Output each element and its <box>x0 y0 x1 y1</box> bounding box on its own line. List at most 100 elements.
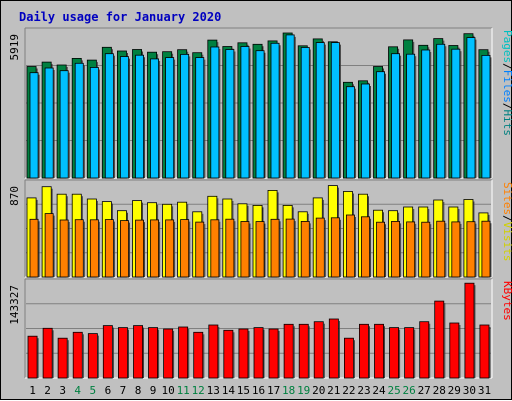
bar-files <box>255 50 265 179</box>
x-tick-label: 3 <box>59 384 66 397</box>
x-tick-label: 27 <box>418 384 431 397</box>
bar-sites <box>360 216 370 278</box>
y-max-label: 143327 <box>8 285 21 325</box>
bar-kbytes <box>27 335 38 379</box>
bar-files <box>195 57 205 179</box>
bar-sites <box>270 218 280 278</box>
bar-kbytes <box>253 327 264 379</box>
x-tick-label: 24 <box>372 384 386 397</box>
bar-files <box>270 42 280 179</box>
x-tick-label: 1 <box>29 384 36 397</box>
bar-kbytes <box>268 328 279 379</box>
chart-title: Daily usage for January 2020 <box>19 10 221 24</box>
x-tick-label: 11 <box>177 384 190 397</box>
bar-kbytes <box>223 329 234 379</box>
bar-sites <box>195 221 205 278</box>
bar-sites <box>376 221 386 278</box>
bar-kbytes <box>479 324 490 379</box>
bar-sites <box>29 218 39 278</box>
bar-kbytes <box>163 328 174 379</box>
bar-sites <box>180 219 190 278</box>
bar-files <box>135 54 145 179</box>
x-tick-label: 26 <box>402 384 415 397</box>
bar-sites <box>481 220 491 278</box>
bar-kbytes <box>389 327 400 379</box>
bar-kbytes <box>283 323 294 379</box>
bar-files <box>391 53 401 179</box>
bar-sites <box>104 219 114 278</box>
bar-files <box>180 54 190 179</box>
x-tick-label: 15 <box>237 384 250 397</box>
x-tick-label: 25 <box>387 384 400 397</box>
x-tick-label: 10 <box>161 384 174 397</box>
bar-sites <box>150 219 160 278</box>
bar-sites <box>74 219 84 278</box>
bar-sites <box>135 219 145 278</box>
bar-sites <box>240 221 250 278</box>
bar-files <box>376 71 386 179</box>
bar-files <box>481 55 491 179</box>
x-tick-label: 9 <box>150 384 157 397</box>
bar-kbytes <box>72 331 83 379</box>
bar-files <box>104 53 114 179</box>
series-label-part: Files <box>501 70 512 103</box>
series-label-part: Pages <box>501 30 512 63</box>
series-label-part: Visits <box>501 222 512 262</box>
bar-sites <box>225 218 235 278</box>
x-tick-label: 17 <box>267 384 280 397</box>
x-tick-label: 21 <box>327 384 340 397</box>
bar-kbytes <box>57 337 68 379</box>
bar-sites <box>391 220 401 278</box>
x-tick-label: 18 <box>282 384 295 397</box>
x-tick-label: 20 <box>312 384 325 397</box>
bar-kbytes <box>118 327 128 379</box>
x-tick-label: 31 <box>478 384 491 397</box>
bar-kbytes <box>178 326 189 379</box>
series-label: KBytes <box>501 281 512 321</box>
bar-kbytes <box>208 324 219 379</box>
bar-sites <box>59 219 69 278</box>
bar-sites <box>406 221 416 278</box>
x-tick-label: 13 <box>207 384 220 397</box>
bar-kbytes <box>419 321 430 379</box>
bar-kbytes <box>374 323 385 379</box>
bar-sites <box>345 214 355 278</box>
bar-kbytes <box>313 321 324 379</box>
bar-kbytes <box>328 318 339 379</box>
bar-files <box>89 67 99 179</box>
bar-files <box>29 72 39 179</box>
x-tick-label: 16 <box>252 384 265 397</box>
series-label: Sites/Visits <box>501 182 512 262</box>
x-tick-label: 6 <box>105 384 112 397</box>
x-tick-label: 14 <box>222 384 236 397</box>
bar-files <box>210 46 220 179</box>
x-tick-label: 8 <box>135 384 142 397</box>
series-label-part: KBytes <box>501 281 512 321</box>
bar-kbytes <box>434 300 445 379</box>
x-tick-label: 28 <box>433 384 446 397</box>
bar-files <box>436 43 446 179</box>
bar-sites <box>451 221 461 278</box>
x-tick-label: 12 <box>192 384 205 397</box>
bar-kbytes <box>358 323 369 379</box>
bar-kbytes <box>42 327 53 379</box>
bar-kbytes <box>87 333 98 379</box>
series-label-part: / <box>501 103 512 110</box>
bar-files <box>421 49 431 179</box>
bar-files <box>150 58 160 179</box>
x-tick-label: 23 <box>357 384 370 397</box>
series-label-part: Sites <box>501 182 512 215</box>
bar-sites <box>421 221 431 278</box>
bar-kbytes <box>449 322 460 379</box>
y-max-label: 5919 <box>8 34 21 61</box>
bar-sites <box>330 217 340 278</box>
bar-kbytes <box>464 282 475 379</box>
bar-files <box>345 86 355 179</box>
bar-files <box>240 46 250 179</box>
series-label-part: Hits <box>501 110 512 137</box>
x-tick-label: 4 <box>74 384 81 397</box>
bar-sites <box>165 219 175 278</box>
bar-files <box>44 67 54 179</box>
